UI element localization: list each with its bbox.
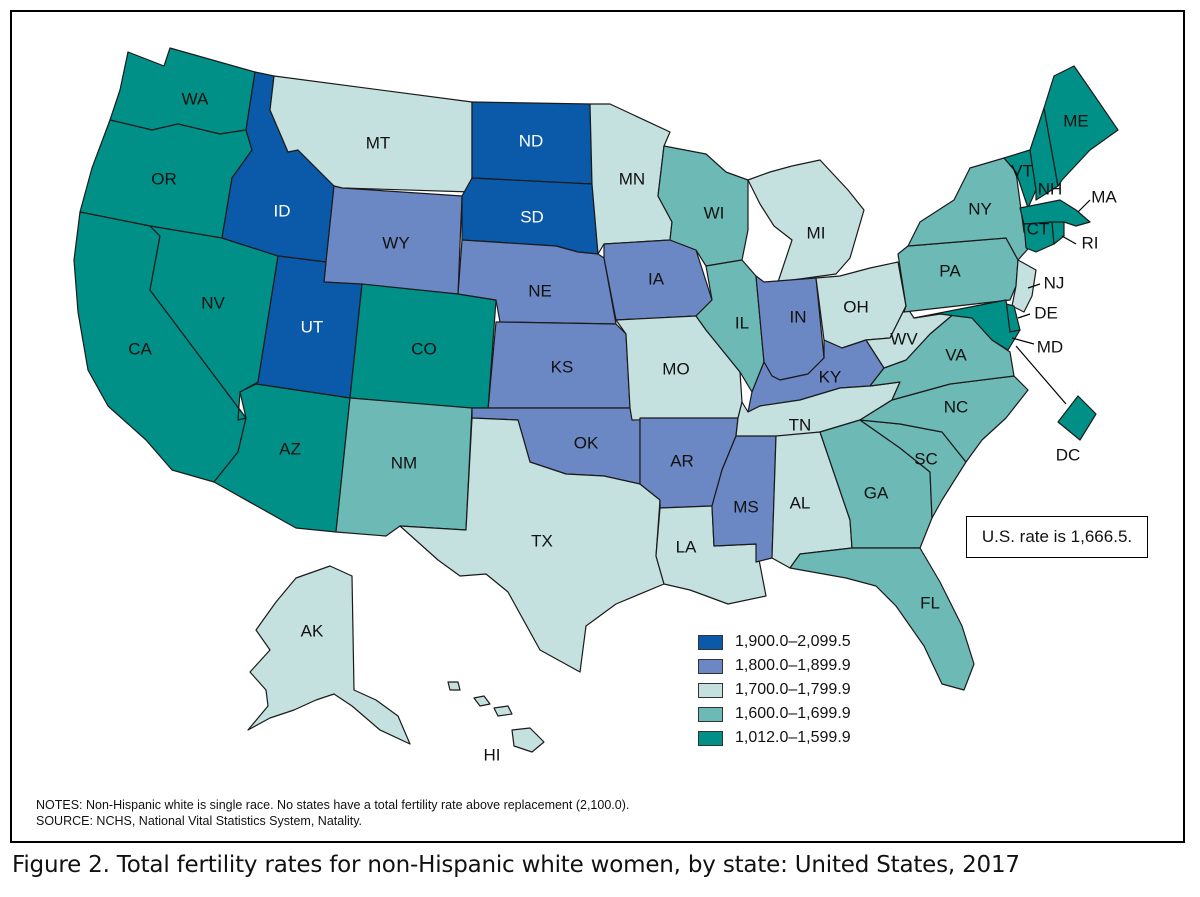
label-IN: IN — [790, 307, 807, 326]
label-WI: WI — [704, 203, 725, 222]
state-MI — [747, 159, 865, 283]
legend-swatch — [698, 658, 723, 674]
label-WA: WA — [182, 89, 209, 108]
label-AL: AL — [790, 493, 811, 512]
label-OR: OR — [151, 169, 177, 188]
state-AK — [247, 565, 411, 745]
label-HI: HI — [484, 745, 501, 764]
label-CO: CO — [411, 339, 437, 358]
state-CO — [349, 283, 497, 411]
label-ID: ID — [274, 201, 291, 220]
label-MD: MD — [1037, 337, 1063, 356]
label-KS: KS — [551, 357, 574, 376]
label-MT: MT — [366, 133, 391, 152]
label-AZ: AZ — [279, 439, 301, 458]
label-DC: DC — [1056, 445, 1081, 464]
state-VT — [1003, 149, 1037, 209]
label-IA: IA — [648, 269, 665, 288]
label-SC: SC — [914, 449, 938, 468]
legend-swatch — [698, 682, 723, 698]
legend-label: 1,600.0–1,699.9 — [735, 705, 851, 722]
label-MO: MO — [662, 359, 689, 378]
state-NJ — [1011, 259, 1037, 313]
label-FL: FL — [920, 593, 940, 612]
label-VA: VA — [945, 345, 967, 364]
label-TX: TX — [531, 531, 553, 550]
legend-item: 1,600.0–1,699.9 — [698, 702, 851, 726]
state-HI — [511, 727, 545, 753]
source-line: SOURCE: NCHS, National Vital Statistics … — [36, 814, 363, 828]
label-IL: IL — [735, 313, 749, 332]
label-AR: AR — [670, 451, 694, 470]
state-HI-isle-3 — [447, 681, 461, 691]
us-rate-box: U.S. rate is 1,666.5. — [966, 516, 1148, 558]
legend-label: 1,700.0–1,799.9 — [735, 681, 851, 698]
label-NM: NM — [391, 453, 417, 472]
legend-item: 1,012.0–1,599.9 — [698, 726, 851, 750]
legend-label: 1,800.0–1,899.9 — [735, 657, 851, 674]
label-NE: NE — [528, 281, 552, 300]
label-OK: OK — [574, 433, 599, 452]
label-MI: MI — [807, 223, 826, 242]
legend: 1,900.0–2,099.5 1,800.0–1,899.9 1,700.0–… — [698, 630, 851, 750]
legend-label: 1,900.0–2,099.5 — [735, 633, 851, 650]
label-MN: MN — [619, 169, 645, 188]
state-NH — [1029, 107, 1059, 201]
label-PA: PA — [939, 261, 961, 280]
label-ME: ME — [1063, 111, 1089, 130]
label-KY: KY — [819, 367, 842, 386]
state-HI-isle-1 — [473, 695, 491, 707]
label-NH: NH — [1038, 179, 1063, 198]
notes: NOTES: Non-Hispanic white is single race… — [36, 797, 629, 829]
label-GA: GA — [864, 483, 889, 502]
label-NC: NC — [944, 397, 969, 416]
state-TX — [399, 417, 665, 673]
label-WY: WY — [382, 233, 409, 252]
state-IN — [755, 275, 825, 381]
label-TN: TN — [789, 415, 812, 434]
label-SD: SD — [520, 207, 544, 226]
label-RI: RI — [1082, 233, 1099, 252]
state-CT — [1023, 221, 1055, 253]
state-HI-isle-2 — [493, 705, 513, 717]
label-NY: NY — [968, 199, 992, 218]
label-VT: VT — [1011, 161, 1033, 180]
state-FL — [789, 547, 975, 691]
label-LA: LA — [676, 537, 697, 556]
legend-item: 1,700.0–1,799.9 — [698, 678, 851, 702]
state-IL — [695, 259, 765, 393]
label-DE: DE — [1034, 303, 1058, 322]
state-labels: WA OR CA NV ID MT WY UT CO AZ NM ND SD N… — [128, 89, 1117, 764]
label-MS: MS — [733, 497, 759, 516]
legend-swatch — [698, 706, 723, 722]
label-ND: ND — [519, 131, 544, 150]
notes-line: NOTES: Non-Hispanic white is single race… — [36, 798, 630, 812]
label-CT: CT — [1027, 219, 1050, 238]
label-WV: WV — [890, 329, 918, 348]
label-MA: MA — [1091, 187, 1117, 206]
figure-caption: Figure 2. Total fertility rates for non-… — [12, 852, 1020, 878]
legend-label: 1,012.0–1,599.9 — [735, 729, 851, 746]
label-CA: CA — [128, 339, 152, 358]
leader-lines — [1011, 199, 1091, 405]
state-MD — [913, 299, 1021, 351]
legend-swatch — [698, 634, 723, 650]
legend-item: 1,900.0–2,099.5 — [698, 630, 851, 654]
legend-swatch — [698, 730, 723, 746]
state-ME — [1043, 65, 1119, 187]
state-DC — [1057, 395, 1097, 441]
label-AK: AK — [301, 621, 324, 640]
label-UT: UT — [301, 317, 324, 336]
label-OH: OH — [843, 297, 869, 316]
state-RI — [1051, 221, 1065, 245]
label-NV: NV — [201, 293, 225, 312]
legend-item: 1,800.0–1,899.9 — [698, 654, 851, 678]
label-NJ: NJ — [1044, 273, 1065, 292]
